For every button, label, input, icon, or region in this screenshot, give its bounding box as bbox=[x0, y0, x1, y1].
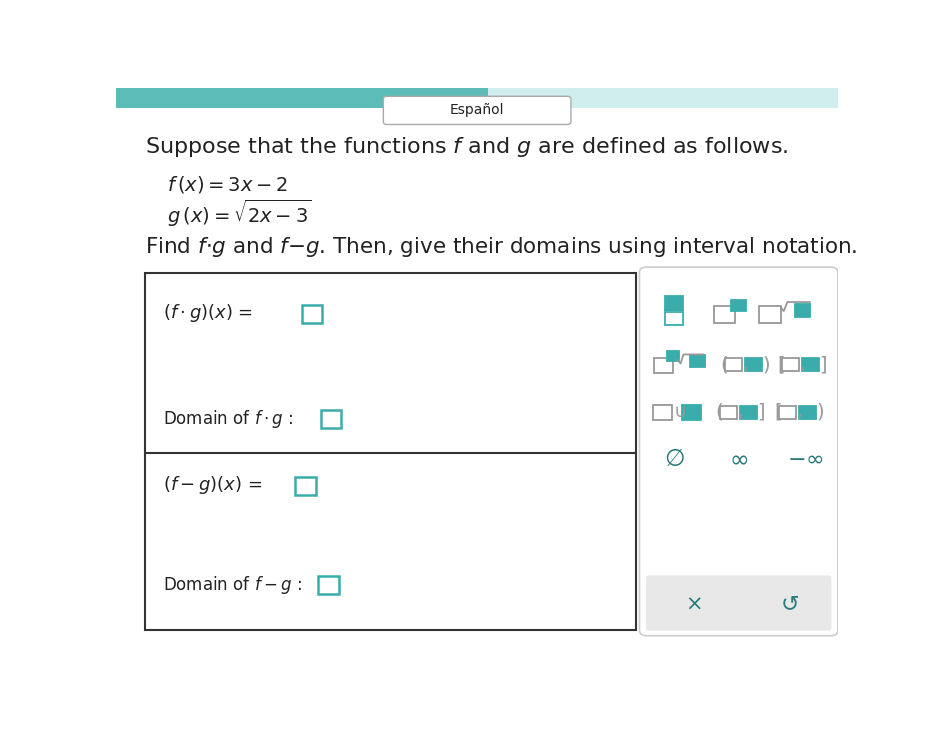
Text: Suppose that the functions $\mathit{f}$ and $\mathit{g}$ are defined as follows.: Suppose that the functions $\mathit{f}$ … bbox=[145, 135, 789, 159]
Text: $,$: $,$ bbox=[796, 403, 803, 422]
Text: Español: Español bbox=[450, 103, 505, 117]
FancyBboxPatch shape bbox=[640, 267, 838, 635]
FancyBboxPatch shape bbox=[690, 355, 705, 367]
Text: $]$: $]$ bbox=[819, 354, 827, 375]
Text: $[$: $[$ bbox=[775, 401, 782, 422]
FancyBboxPatch shape bbox=[654, 406, 672, 420]
Text: $,$: $,$ bbox=[742, 354, 749, 373]
Text: $]$: $]$ bbox=[757, 401, 765, 422]
FancyBboxPatch shape bbox=[745, 358, 762, 371]
FancyBboxPatch shape bbox=[318, 576, 339, 594]
Text: $g\,(x) = \sqrt{2x-3}$: $g\,(x) = \sqrt{2x-3}$ bbox=[167, 198, 312, 228]
Text: Domain of $f - g$ :: Domain of $f - g$ : bbox=[163, 574, 304, 596]
Text: $\infty$: $\infty$ bbox=[729, 447, 748, 471]
FancyBboxPatch shape bbox=[295, 477, 316, 495]
Text: $-\infty$: $-\infty$ bbox=[787, 449, 824, 468]
FancyBboxPatch shape bbox=[720, 406, 736, 419]
Text: $\mathit{(f \cdot g)(x)}$ =: $\mathit{(f \cdot g)(x)}$ = bbox=[163, 302, 255, 324]
Text: Domain of $f \cdot g$ :: Domain of $f \cdot g$ : bbox=[163, 408, 295, 430]
Text: $f\,(x) = 3x-2$: $f\,(x) = 3x-2$ bbox=[167, 174, 288, 195]
FancyBboxPatch shape bbox=[725, 358, 742, 371]
Text: $)$: $)$ bbox=[816, 401, 824, 422]
FancyBboxPatch shape bbox=[731, 300, 746, 311]
Text: $\circlearrowleft$: $\circlearrowleft$ bbox=[776, 594, 799, 614]
FancyBboxPatch shape bbox=[145, 273, 636, 630]
FancyBboxPatch shape bbox=[682, 406, 701, 420]
FancyBboxPatch shape bbox=[646, 575, 831, 631]
Text: $\times$: $\times$ bbox=[685, 594, 702, 614]
Text: $($: $($ bbox=[714, 401, 722, 422]
Text: Find $\mathit{f{\cdot}g}$ and $\mathit{f{-}g}$. Then, give their domains using i: Find $\mathit{f{\cdot}g}$ and $\mathit{f… bbox=[145, 235, 857, 259]
FancyBboxPatch shape bbox=[740, 406, 757, 419]
FancyBboxPatch shape bbox=[666, 312, 682, 325]
Text: $($: $($ bbox=[720, 354, 727, 375]
Text: $\mathit{(f - g)(x)}$ =: $\mathit{(f - g)(x)}$ = bbox=[163, 474, 264, 496]
FancyBboxPatch shape bbox=[782, 358, 799, 371]
FancyBboxPatch shape bbox=[116, 88, 488, 108]
Text: $\cup$: $\cup$ bbox=[673, 403, 685, 421]
FancyBboxPatch shape bbox=[654, 359, 673, 373]
Text: $[$: $[$ bbox=[777, 354, 785, 375]
FancyBboxPatch shape bbox=[714, 306, 735, 323]
FancyBboxPatch shape bbox=[302, 305, 322, 323]
Text: $\varnothing$: $\varnothing$ bbox=[664, 447, 684, 471]
FancyBboxPatch shape bbox=[803, 358, 818, 371]
Text: $)$: $)$ bbox=[762, 354, 770, 375]
FancyBboxPatch shape bbox=[794, 305, 811, 317]
Text: $,$: $,$ bbox=[737, 403, 743, 422]
FancyBboxPatch shape bbox=[321, 410, 342, 428]
FancyBboxPatch shape bbox=[116, 88, 838, 108]
FancyBboxPatch shape bbox=[666, 296, 682, 310]
FancyBboxPatch shape bbox=[760, 306, 781, 323]
Text: $,$: $,$ bbox=[799, 354, 805, 373]
FancyBboxPatch shape bbox=[800, 406, 816, 419]
FancyBboxPatch shape bbox=[384, 97, 571, 124]
FancyBboxPatch shape bbox=[779, 406, 796, 419]
FancyBboxPatch shape bbox=[667, 351, 679, 361]
